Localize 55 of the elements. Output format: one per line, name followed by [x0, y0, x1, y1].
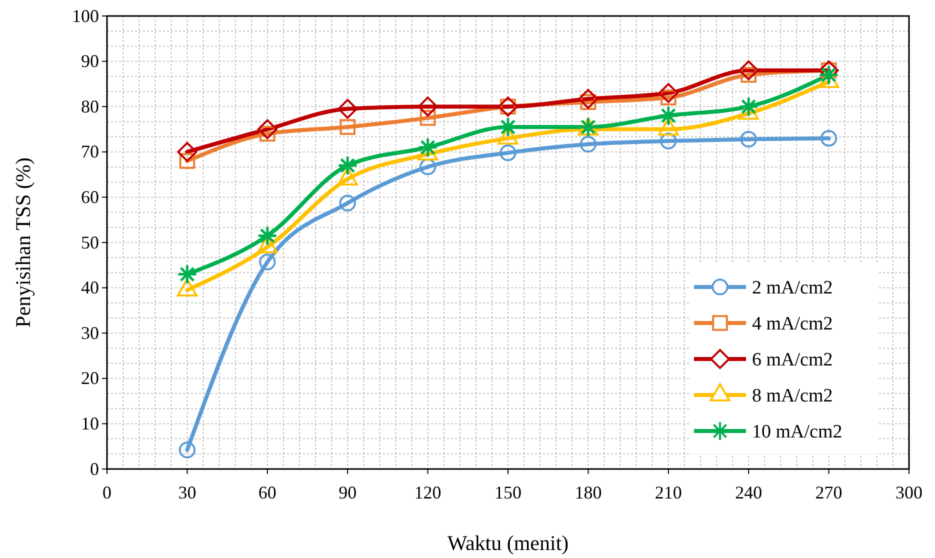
y-tick-label: 90 — [81, 51, 99, 72]
point — [338, 98, 358, 119]
legend-label: 6 mA/cm2 — [752, 350, 833, 371]
point — [660, 132, 677, 150]
point — [578, 88, 598, 109]
point — [418, 96, 438, 117]
y-tick-label: 10 — [81, 413, 99, 434]
x-tick-label: 180 — [574, 482, 602, 503]
point — [420, 110, 436, 126]
point — [179, 153, 196, 169]
y-tick-label: 40 — [81, 278, 99, 298]
x-tick-label: 120 — [414, 482, 442, 503]
point — [339, 194, 356, 212]
point — [419, 158, 436, 176]
x-tick-label: 300 — [896, 482, 922, 503]
point — [259, 254, 276, 270]
legend-label: 4 mA/cm2 — [752, 314, 833, 335]
legend-label: 2 mA/cm2 — [752, 278, 833, 299]
y-tick-label: 0 — [90, 458, 99, 479]
x-tick-label: 90 — [338, 482, 357, 503]
y-axis-title: Penyisihan TSS (%) — [11, 158, 35, 328]
point — [177, 142, 198, 162]
y-tick-label: 70 — [81, 142, 99, 162]
point — [176, 264, 198, 284]
point — [340, 119, 356, 135]
legend-label: 10 mA/cm2 — [752, 422, 842, 443]
x-tick-label: 0 — [102, 482, 112, 503]
x-axis-title: Waktu (menit) — [447, 531, 569, 555]
y-tick-label: 80 — [81, 96, 99, 116]
point — [178, 442, 196, 458]
x-tick-label: 240 — [735, 482, 762, 503]
x-tick-label: 30 — [178, 482, 196, 503]
point — [337, 155, 358, 176]
x-tick-label: 210 — [654, 482, 682, 503]
point — [738, 60, 759, 80]
point — [740, 130, 757, 148]
y-tick-label: 60 — [81, 186, 99, 207]
y-tick-label: 100 — [72, 6, 99, 26]
y-tick-label: 20 — [81, 368, 99, 388]
x-tick-label: 270 — [815, 482, 842, 503]
point — [658, 83, 678, 104]
point — [820, 130, 838, 147]
point — [658, 105, 679, 126]
y-tick-label: 50 — [81, 232, 99, 252]
point — [257, 225, 278, 246]
point — [500, 144, 516, 162]
point — [257, 119, 278, 140]
y-tick-label: 30 — [81, 322, 99, 343]
x-tick-label: 60 — [258, 482, 276, 503]
legend-label: 8 mA/cm2 — [752, 386, 833, 407]
x-tick-label: 150 — [494, 482, 522, 503]
point — [418, 137, 438, 158]
point — [738, 96, 759, 117]
point — [580, 136, 597, 153]
point — [818, 64, 840, 86]
